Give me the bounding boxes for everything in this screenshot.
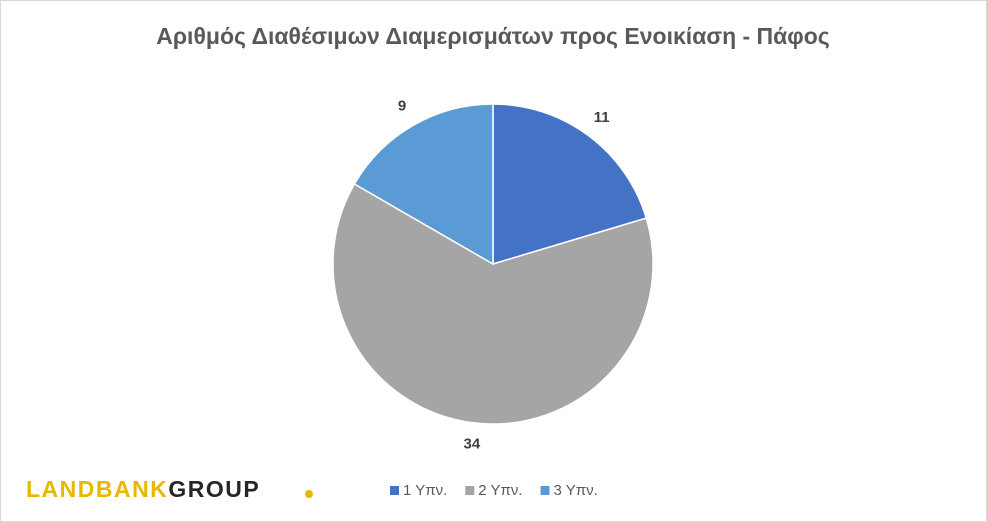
legend-swatch [390,486,399,495]
data-label: 11 [594,109,610,126]
chart-title: Αριθμός Διαθέσιμων Διαμερισμάτων προς Εν… [156,23,830,49]
logo-second: GROUP [168,476,260,502]
pie-slice [332,182,654,425]
data-label: 34 [464,436,481,453]
data-label: 9 [398,97,406,114]
legend-swatch [465,486,475,495]
pie-slice [353,103,494,266]
pie-slice [492,103,648,266]
logo-first: LANDBANK [26,476,168,502]
logo: LANDBANKGROUP [26,476,260,502]
logo-dot [305,490,313,498]
legend-label: 3 Υπν. [554,482,598,499]
legend-label: 2 Υπν. [478,482,522,499]
legend-label: 1 Υπν. [403,482,447,499]
legend-swatch [540,486,550,495]
